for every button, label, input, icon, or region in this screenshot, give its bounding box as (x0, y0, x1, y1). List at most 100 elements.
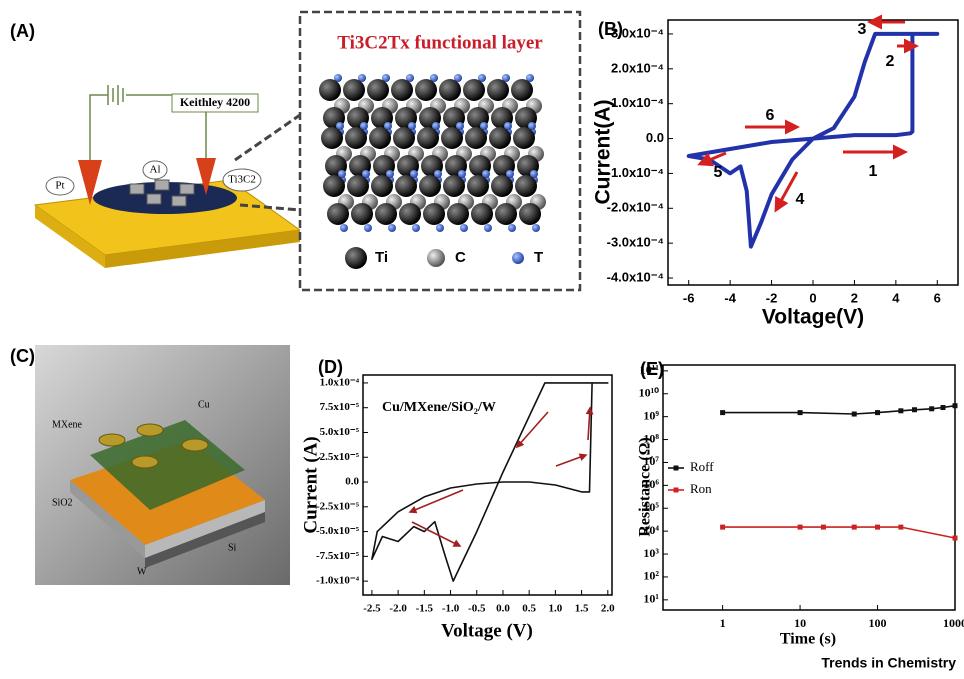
instrument-label: Keithley 4200 (180, 95, 250, 109)
y-tick-label: -7.5x10⁻⁵ (316, 550, 360, 562)
x-tick-label: 2 (851, 290, 858, 305)
data-point (821, 525, 826, 530)
direction-arrow (517, 412, 548, 447)
y-tick-label: -3.0x10⁻⁴ (607, 235, 664, 250)
panel-c: (C) Cu MXene SiO2 W Si (10, 345, 290, 585)
annotation: 3 (858, 21, 867, 38)
y-tick-label: 0.0 (345, 476, 359, 488)
data-point (798, 410, 803, 415)
data-line (689, 34, 938, 247)
y-tick-label: 2.0x10⁻⁴ (611, 60, 664, 75)
y-tick-label: 5.0x10⁻⁵ (320, 426, 360, 438)
legend-label: Ti (375, 249, 388, 266)
data-point (852, 525, 857, 530)
data-point (852, 412, 857, 417)
atom-ti (511, 79, 533, 101)
data-point (720, 525, 725, 530)
pt-label: Pt (55, 180, 64, 192)
legend-swatch (674, 466, 679, 471)
atom-ti (375, 203, 397, 225)
ti3c2-label: Ti3C2 (228, 174, 256, 186)
atom-ti (419, 175, 441, 197)
atom-ti (371, 175, 393, 197)
atom-t (364, 224, 372, 232)
y-tick-label: 7.5x10⁻⁵ (320, 401, 360, 413)
atom-ti (395, 175, 417, 197)
y-tick-label: 0.0 (646, 130, 664, 145)
legend-label: C (455, 249, 466, 266)
x-tick-label: 0.0 (496, 603, 510, 615)
y-tick-label: -2.5x10⁻⁵ (316, 500, 360, 512)
y-tick-label: 10¹¹ (640, 363, 660, 377)
y-tick-label: -2.0x10⁻⁴ (607, 200, 664, 215)
y-tick-label: -4.0x10⁻⁴ (607, 269, 664, 284)
y-tick-label: 1.0x10⁻⁴ (320, 376, 360, 388)
x-tick-label: -0.5 (468, 603, 486, 615)
x-tick-label: 1 (720, 616, 726, 630)
data-line (723, 406, 955, 414)
atom-ti (443, 175, 465, 197)
data-point (875, 525, 880, 530)
x-tick-label: 1000 (943, 616, 964, 630)
atom-ti (519, 203, 541, 225)
y-tick-label: 10¹⁰ (639, 385, 660, 399)
x-axis-label: Time (s) (780, 631, 836, 648)
chart: (E)110100100010¹¹10¹⁰10⁹10⁸10⁷10⁶10⁵10⁴1… (637, 359, 964, 648)
x-tick-label: -2 (766, 290, 778, 305)
x-tick-label: 100 (869, 616, 887, 630)
legend-swatch (674, 488, 679, 493)
panel-a: (A) Keithley 4200 Pt Al Ti3C2 Ti3C2Tx fu… (10, 12, 580, 290)
atom-ti (417, 127, 439, 149)
atom-ti (441, 127, 463, 149)
atom-ti (467, 175, 489, 197)
x-tick-label: 10 (794, 616, 806, 630)
x-tick-label: -1.5 (416, 603, 434, 615)
atom-ti (393, 127, 415, 149)
data-point (798, 525, 803, 530)
legend-atom (512, 252, 524, 264)
journal-footer: Trends in Chemistry (821, 655, 956, 671)
atom-ti (463, 79, 485, 101)
y-tick-label: 1.0x10⁻⁴ (611, 95, 664, 110)
atom-ti (351, 203, 373, 225)
layer-title: Ti3C2Tx functional layer (337, 32, 543, 53)
data-point (912, 407, 917, 412)
y-tick-label: 3.0x10⁻⁴ (611, 25, 664, 40)
atom-ti (495, 203, 517, 225)
x-tick-label: -6 (683, 290, 695, 305)
atom-t (388, 224, 396, 232)
atom-t (436, 224, 444, 232)
x-axis-label: Voltage (V) (441, 620, 533, 641)
atom-ti (347, 175, 369, 197)
atom-t (460, 224, 468, 232)
al-label: Al (150, 164, 161, 176)
atom-ti (321, 127, 343, 149)
atom-ti (327, 203, 349, 225)
atom-t (484, 224, 492, 232)
atom-ti (367, 79, 389, 101)
atom-ti (439, 79, 461, 101)
data-point (953, 403, 958, 408)
x-tick-label: -2.0 (389, 603, 407, 615)
panel-label: (D) (318, 357, 343, 377)
c-label: SiO2 (52, 497, 73, 508)
atom-ti (465, 127, 487, 149)
legend-label: T (534, 249, 543, 266)
legend-atom (345, 247, 367, 269)
y-tick-label: -1.0x10⁻⁴ (316, 575, 360, 587)
c-label: W (137, 566, 147, 577)
data-line (723, 527, 955, 538)
x-tick-label: -2.5 (363, 603, 381, 615)
y-axis-label: Current(A) (592, 100, 615, 205)
y-tick-label: -5.0x10⁻⁵ (316, 525, 360, 537)
atom-t (412, 224, 420, 232)
atom-t (340, 224, 348, 232)
atom-ti (515, 175, 537, 197)
annotation: 5 (714, 164, 723, 181)
data-point (720, 410, 725, 415)
annotation: Cu/MXene/SiO₂/W (382, 400, 496, 415)
x-tick-label: -4 (724, 290, 736, 305)
atom-ti (391, 79, 413, 101)
data-point (953, 536, 958, 541)
c-label: MXene (52, 419, 83, 430)
